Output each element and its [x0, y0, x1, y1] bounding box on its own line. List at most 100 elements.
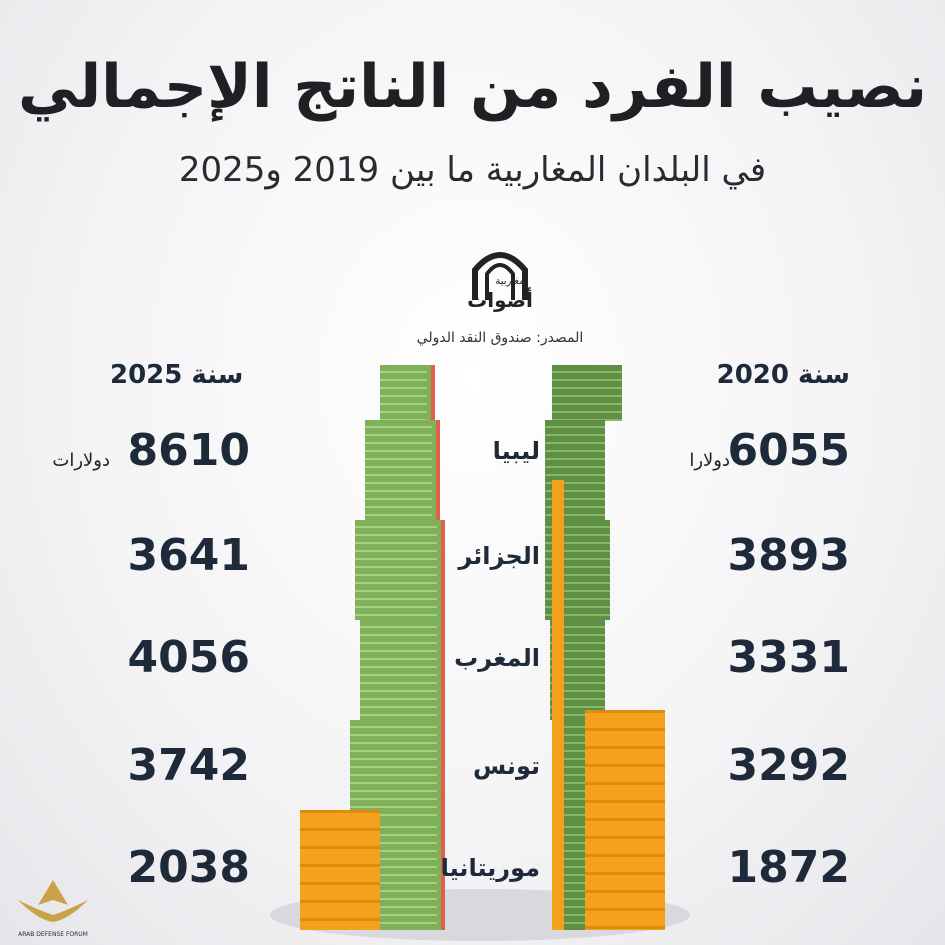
- left-money-line: [380, 411, 427, 413]
- page-subtitle: في البلدان المغاربية ما بين 2019 و2025: [178, 150, 767, 190]
- right-money-line: [550, 706, 605, 708]
- left-money-line: [350, 814, 437, 816]
- coin-line: [585, 836, 665, 839]
- left-money-line: [355, 550, 437, 552]
- left-money-block-3: [360, 620, 445, 720]
- right-money-line: [550, 666, 605, 668]
- left-money-line: [355, 590, 437, 592]
- coin-line: [585, 746, 665, 749]
- value-2020-1: 3893: [727, 530, 850, 581]
- right-money-line: [560, 874, 605, 876]
- left-money-line: [355, 526, 437, 528]
- left-money-line: [355, 858, 437, 860]
- right-money-line: [555, 806, 605, 808]
- coin-line: [585, 710, 665, 713]
- right-money-line: [545, 534, 610, 536]
- right-money-line: [545, 482, 605, 484]
- right-money-line: [560, 866, 605, 868]
- left-money-line: [360, 690, 437, 692]
- right-money-line: [550, 714, 605, 716]
- year-2025-header: سنة 2025: [110, 360, 244, 390]
- right-money-line: [550, 626, 605, 628]
- coin-line: [585, 908, 665, 911]
- left-money-line: [365, 466, 432, 468]
- value-2025-3: 3742: [127, 740, 250, 791]
- svg-text:ARAB DEFENSE FORUM: ARAB DEFENSE FORUM: [18, 931, 88, 938]
- right-money-line: [545, 542, 610, 544]
- right-money-line: [550, 682, 605, 684]
- value-2025-4: 2038: [127, 842, 250, 893]
- left-money-line: [355, 542, 437, 544]
- country-label-0: ليبيا: [492, 437, 540, 465]
- left-money-line: [360, 642, 437, 644]
- right-money-line: [560, 834, 605, 836]
- country-label-1: الجزائر: [458, 542, 540, 570]
- coin-line: [300, 828, 380, 831]
- left-money-line: [350, 750, 437, 752]
- left-money-band-1: [436, 420, 440, 520]
- right-money-line: [555, 814, 605, 816]
- right-money-line: [555, 766, 605, 768]
- left-money-line: [380, 379, 427, 381]
- right-money-line: [550, 650, 605, 652]
- left-money-line: [365, 514, 432, 516]
- left-money-line: [355, 534, 437, 536]
- coin-line: [585, 872, 665, 875]
- source-note: المصدر: صندوق النقد الدولي: [416, 330, 584, 346]
- right-money-line: [545, 506, 605, 508]
- right-money-line: [545, 526, 610, 528]
- year-2020-header: سنة 2020: [716, 360, 850, 390]
- right-money-line: [552, 387, 622, 389]
- left-money-line: [380, 403, 427, 405]
- right-money-line: [550, 690, 605, 692]
- left-money-line: [350, 726, 437, 728]
- left-money-line: [355, 922, 437, 924]
- left-money-line: [360, 674, 437, 676]
- money-illustration: [270, 365, 690, 941]
- left-money-line: [360, 626, 437, 628]
- left-money-block-2: [355, 520, 445, 620]
- right-money-line: [545, 466, 605, 468]
- value-2025-1: 3641: [127, 530, 250, 581]
- left-money-line: [355, 906, 437, 908]
- right-money-line: [545, 550, 610, 552]
- left-money-line: [360, 714, 437, 716]
- right-money-line: [552, 395, 622, 397]
- left-money-line: [350, 766, 437, 768]
- coin-line: [585, 728, 665, 731]
- coin-line: [300, 882, 380, 885]
- left-money-line: [380, 371, 427, 373]
- left-money-line: [355, 882, 437, 884]
- right-money-line: [560, 858, 605, 860]
- left-money-line: [360, 698, 437, 700]
- right-money-line: [545, 558, 610, 560]
- left-money-block-4: [350, 720, 445, 820]
- right-money-line: [555, 734, 605, 736]
- right-money-line: [545, 442, 605, 444]
- left-money-line: [365, 450, 432, 452]
- right-money-line: [560, 906, 605, 908]
- right-money-line: [555, 782, 605, 784]
- coin-line: [585, 764, 665, 767]
- left-money-line: [350, 782, 437, 784]
- left-money-line: [355, 566, 437, 568]
- right-money-line: [555, 742, 605, 744]
- right-money-line: [560, 850, 605, 852]
- coin-line: [300, 846, 380, 849]
- left-money-line: [350, 806, 437, 808]
- left-money-line: [365, 490, 432, 492]
- left-money-line: [365, 434, 432, 436]
- right-money-line: [550, 634, 605, 636]
- right-money-block-0: [552, 365, 622, 420]
- left-money-line: [365, 442, 432, 444]
- right-money-line: [545, 590, 610, 592]
- right-money-line: [545, 598, 610, 600]
- left-money-line: [360, 706, 437, 708]
- left-money-line: [380, 387, 427, 389]
- left-money-band-2: [441, 520, 445, 620]
- arch-logo-icon: [472, 252, 528, 300]
- left-money-line: [365, 482, 432, 484]
- right-money-line: [545, 434, 605, 436]
- left-money-line: [360, 650, 437, 652]
- left-money-line: [360, 658, 437, 660]
